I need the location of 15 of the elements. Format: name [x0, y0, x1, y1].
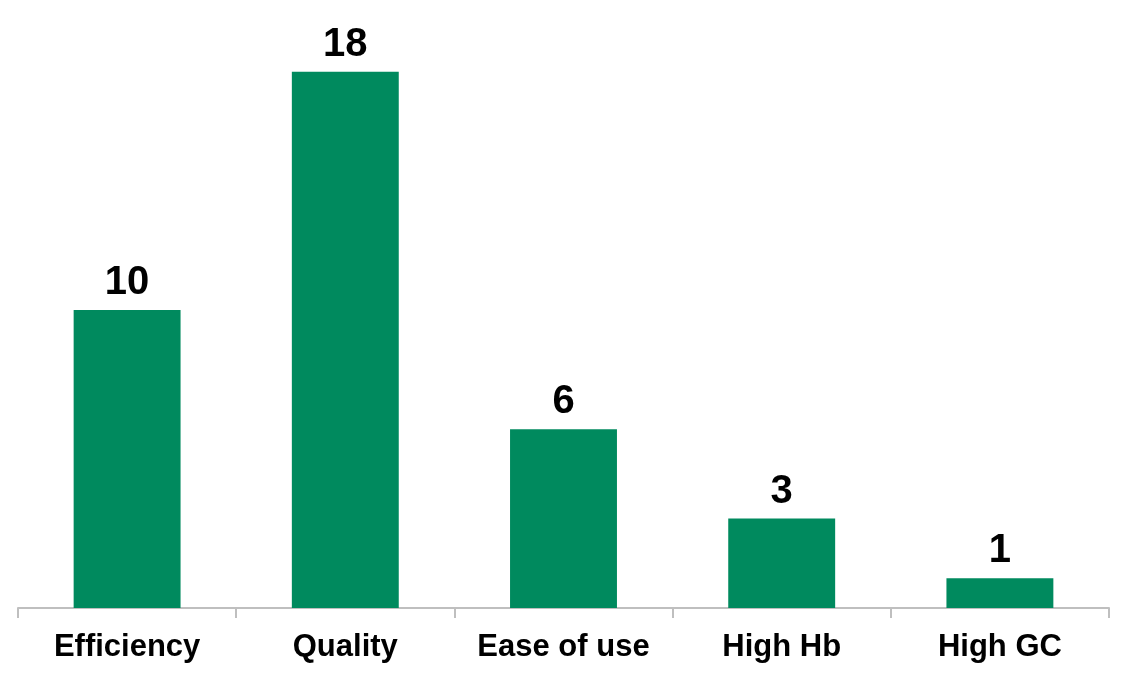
bar	[728, 518, 836, 608]
x-tick-label: Quality	[292, 628, 399, 663]
bar	[73, 310, 181, 608]
data-label: 18	[323, 19, 368, 64]
bar	[946, 578, 1054, 608]
x-tick-label: High Hb	[722, 628, 842, 663]
data-label: 6	[552, 377, 575, 422]
data-label: 10	[104, 258, 150, 303]
bar	[291, 71, 399, 608]
x-tick-label: Ease of use	[477, 628, 650, 663]
x-tick-label: Efficiency	[53, 628, 202, 663]
x-tick-label: High GC	[937, 628, 1062, 663]
data-label: 3	[770, 466, 793, 511]
bar	[510, 429, 617, 608]
data-label: 1	[988, 526, 1012, 571]
